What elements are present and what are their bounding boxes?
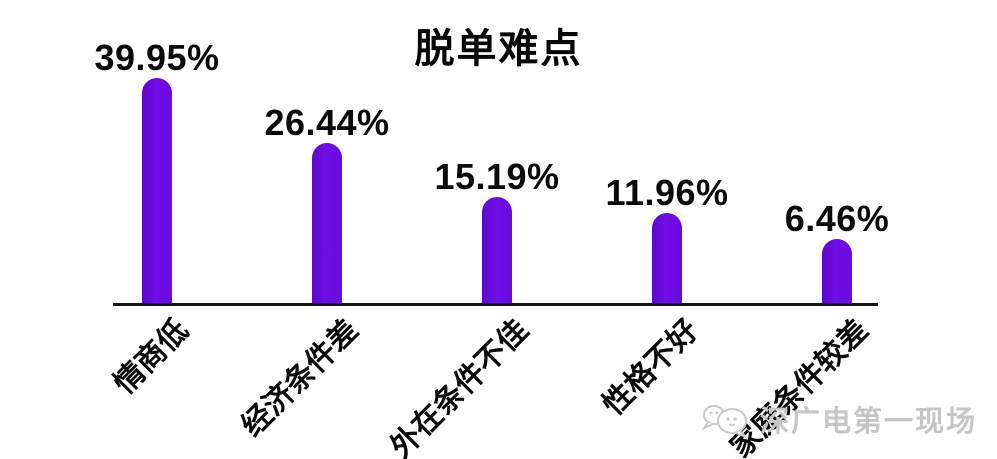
chat-bubbles-logo-icon xyxy=(701,405,747,438)
value-label-0: 39.95% xyxy=(94,37,220,78)
category-label-0: 情商低 xyxy=(107,313,195,401)
value-label-4: 6.46% xyxy=(784,198,890,239)
bar-0 xyxy=(142,78,172,303)
value-label-3: 11.96% xyxy=(605,172,729,213)
bar-3 xyxy=(652,213,682,303)
watermark: 深广电第一现场 xyxy=(700,397,977,441)
category-label-3: 性格不好 xyxy=(596,313,705,422)
bar-1 xyxy=(312,143,342,303)
watermark-text: 深广电第一现场 xyxy=(759,406,977,438)
category-label-1: 经济条件差 xyxy=(235,313,365,443)
category-label-2: 外在条件不佳 xyxy=(384,313,535,459)
bar-4 xyxy=(822,239,852,303)
chart-title: 脱单难点 xyxy=(414,27,583,71)
value-label-1: 26.44% xyxy=(264,102,390,143)
x-axis-line xyxy=(113,303,878,306)
bar-2 xyxy=(482,197,512,303)
value-label-2: 15.19% xyxy=(434,156,560,197)
